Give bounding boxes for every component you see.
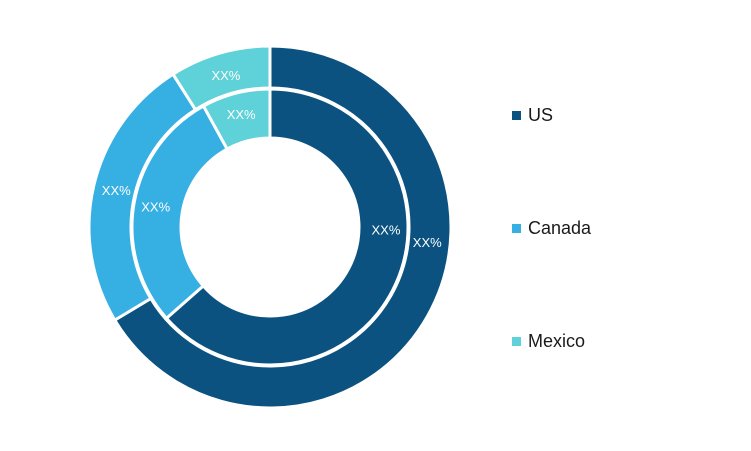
donut-slice-labels: XX% XX% XX% XX% XX% XX% [102,68,442,250]
legend-item-us: US [512,105,553,126]
legend-item-mexico: Mexico [512,331,585,352]
legend-label-mexico: Mexico [528,331,586,351]
inner-label-canada: XX% [141,200,170,215]
legend-swatch-canada [512,224,521,233]
legend-label-canada: Canada [528,218,592,238]
outer-label-canada: XX% [102,183,131,198]
legend-item-canada: Canada [512,218,591,239]
legend-swatch-us [512,111,521,120]
legend-label-us: US [528,105,554,125]
donut-slices [87,44,453,410]
inner-slice-canada [130,104,230,321]
legend-swatch-mexico [512,337,521,346]
inner-slice-us [164,87,410,367]
inner-label-us: XX% [372,222,401,237]
inner-slice-mexico [201,87,272,152]
inner-label-mexico: XX% [227,107,256,122]
outer-label-us: XX% [413,235,442,250]
outer-label-mexico: XX% [211,68,240,83]
